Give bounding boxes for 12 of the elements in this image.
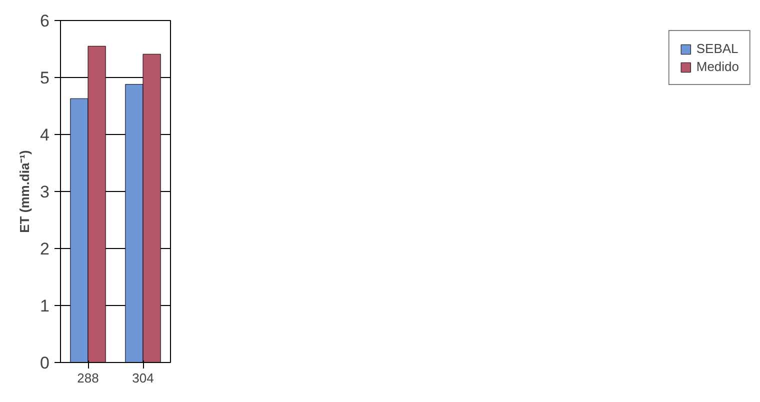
y-tick-label: 2: [40, 240, 50, 258]
legend-label: SEBAL: [696, 41, 738, 56]
legend-label: Medido: [696, 59, 739, 74]
y-tick-label: 0: [40, 354, 50, 372]
y-tick-label: 3: [40, 182, 50, 202]
x-tick-label: 304: [132, 370, 154, 386]
y-tick-label: 4: [40, 126, 50, 144]
x-tick-label: 288: [77, 370, 99, 386]
y-axis-title: ET (mm.dia⁻¹): [17, 150, 32, 233]
y-tick-label: 5: [40, 68, 50, 88]
y-tick-label: 6: [40, 12, 50, 30]
y-tick-label: 1: [40, 296, 50, 316]
